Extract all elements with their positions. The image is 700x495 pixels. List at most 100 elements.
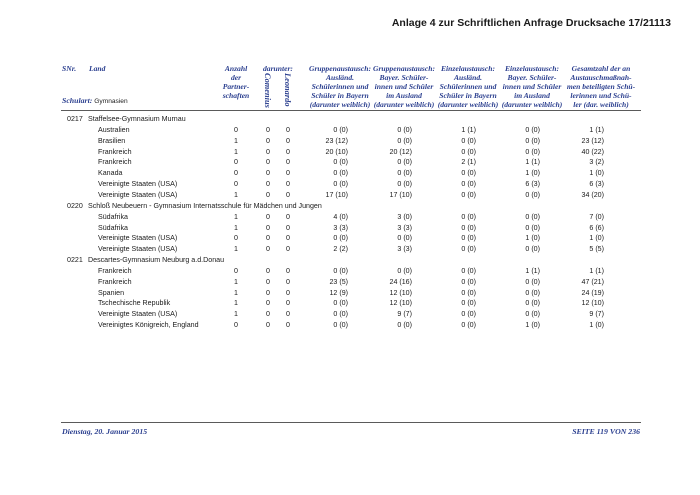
cell-einzel-ausl: 0 (0): [461, 266, 476, 275]
cell-gruppe-ausl: 0 (0): [333, 266, 348, 275]
cell-einzel-ausl: 0 (0): [461, 321, 476, 330]
cell-einzel-ausl: 0 (0): [461, 234, 476, 243]
cell-gruppe-ausl: 3 (3): [333, 223, 348, 232]
cell-einzel-ausl: 0 (0): [461, 147, 476, 156]
row-land: Australien: [98, 125, 130, 134]
cell-einzel-bayer: 0 (0): [525, 136, 540, 145]
row-land: Vereinigte Staaten (USA): [98, 190, 178, 199]
cell-gruppe-bayer: 0 (0): [397, 158, 412, 167]
cell-einzel-ausl: 0 (0): [461, 245, 476, 254]
cell-gesamt: 6 (6): [589, 223, 604, 232]
cell-einzel-ausl: 0 (0): [461, 212, 476, 221]
cell-gruppe-bayer: 0 (0): [397, 169, 412, 178]
cell-einzel-ausl: 2 (1): [461, 158, 476, 167]
cell-comenius: 0: [266, 266, 270, 275]
cell-leonardo: 0: [286, 180, 290, 189]
header-gruppe-bayer: Gruppenaustausch: Bayer. Schüler- innen …: [372, 64, 436, 109]
cell-leonardo: 0: [286, 125, 290, 134]
schulart: Schulart: Gymnasien: [62, 96, 128, 105]
cell-leonardo: 0: [286, 169, 290, 178]
cell-gruppe-bayer: 9 (7): [397, 310, 412, 319]
row-land: Südafrika: [98, 223, 128, 232]
row-land: Vereinigte Staaten (USA): [98, 245, 178, 254]
cell-gruppe-ausl: 0 (0): [333, 310, 348, 319]
cell-gruppe-bayer: 0 (0): [397, 125, 412, 134]
cell-gesamt: 47 (21): [581, 277, 604, 286]
cell-gruppe-bayer: 0 (0): [397, 234, 412, 243]
cell-leonardo: 0: [286, 266, 290, 275]
cell-gruppe-bayer: 20 (12): [389, 147, 412, 156]
cell-gruppe-ausl: 23 (5): [329, 277, 348, 286]
cell-comenius: 0: [266, 147, 270, 156]
cell-gruppe-bayer: 0 (0): [397, 180, 412, 189]
cell-einzel-ausl: 0 (0): [461, 299, 476, 308]
header-rule: [61, 110, 641, 111]
row-land: Vereinigte Staaten (USA): [98, 234, 178, 243]
cell-gesamt: 23 (12): [581, 136, 604, 145]
cell-leonardo: 0: [286, 245, 290, 254]
cell-gesamt: 1 (1): [589, 266, 604, 275]
schulart-value: Gymnasien: [94, 98, 128, 105]
cell-gesamt: 24 (19): [581, 288, 604, 297]
cell-gruppe-bayer: 17 (10): [389, 190, 412, 199]
cell-anzahl: 0: [234, 234, 238, 243]
cell-anzahl: 1: [234, 223, 238, 232]
cell-leonardo: 0: [286, 234, 290, 243]
cell-gruppe-ausl: 4 (0): [333, 212, 348, 221]
cell-einzel-bayer: 1 (0): [525, 169, 540, 178]
row-land: Südafrika: [98, 212, 128, 221]
cell-leonardo: 0: [286, 223, 290, 232]
school-id: 0221: [67, 256, 83, 265]
cell-einzel-ausl: 1 (1): [461, 125, 476, 134]
school-name: Schloß Neubeuern - Gymnasium Internatssc…: [88, 201, 322, 210]
cell-gruppe-ausl: 23 (12): [325, 136, 348, 145]
row-land: Frankreich: [98, 147, 132, 156]
cell-einzel-ausl: 0 (0): [461, 310, 476, 319]
cell-comenius: 0: [266, 299, 270, 308]
cell-anzahl: 1: [234, 212, 238, 221]
cell-gruppe-ausl: 0 (0): [333, 321, 348, 330]
cell-gesamt: 1 (0): [589, 234, 604, 243]
cell-comenius: 0: [266, 180, 270, 189]
cell-gesamt: 34 (20): [581, 190, 604, 199]
cell-anzahl: 0: [234, 169, 238, 178]
cell-gesamt: 1 (1): [589, 125, 604, 134]
cell-gesamt: 12 (10): [581, 299, 604, 308]
cell-gruppe-bayer: 12 (10): [389, 299, 412, 308]
cell-anzahl: 0: [234, 125, 238, 134]
cell-einzel-ausl: 0 (0): [461, 190, 476, 199]
school-id: 0220: [67, 201, 83, 210]
header-comenius: Comenius: [263, 73, 272, 108]
row-land: Tschechische Republik: [98, 299, 171, 308]
cell-leonardo: 0: [286, 147, 290, 156]
cell-gruppe-ausl: 0 (0): [333, 125, 348, 134]
cell-comenius: 0: [266, 277, 270, 286]
cell-gruppe-ausl: 20 (10): [325, 147, 348, 156]
header-snr: SNr.: [62, 64, 77, 73]
header-leonardo: Leonardo: [283, 73, 292, 107]
cell-leonardo: 0: [286, 299, 290, 308]
cell-comenius: 0: [266, 190, 270, 199]
cell-gesamt: 1 (0): [589, 321, 604, 330]
cell-leonardo: 0: [286, 288, 290, 297]
row-land: Frankreich: [98, 266, 132, 275]
cell-gesamt: 5 (5): [589, 245, 604, 254]
cell-leonardo: 0: [286, 212, 290, 221]
schulart-label: Schulart:: [62, 96, 93, 105]
row-land: Vereinigtes Königreich, England: [98, 321, 199, 330]
row-land: Frankreich: [98, 158, 132, 167]
cell-leonardo: 0: [286, 136, 290, 145]
row-land: Kanada: [98, 169, 123, 178]
cell-anzahl: 1: [234, 147, 238, 156]
cell-anzahl: 0: [234, 321, 238, 330]
cell-comenius: 0: [266, 234, 270, 243]
cell-leonardo: 0: [286, 190, 290, 199]
cell-leonardo: 0: [286, 321, 290, 330]
cell-einzel-bayer: 0 (0): [525, 147, 540, 156]
cell-einzel-bayer: 1 (0): [525, 234, 540, 243]
cell-einzel-ausl: 0 (0): [461, 288, 476, 297]
cell-gruppe-ausl: 0 (0): [333, 169, 348, 178]
cell-gesamt: 6 (3): [589, 180, 604, 189]
cell-einzel-bayer: 1 (1): [525, 266, 540, 275]
cell-gesamt: 9 (7): [589, 310, 604, 319]
